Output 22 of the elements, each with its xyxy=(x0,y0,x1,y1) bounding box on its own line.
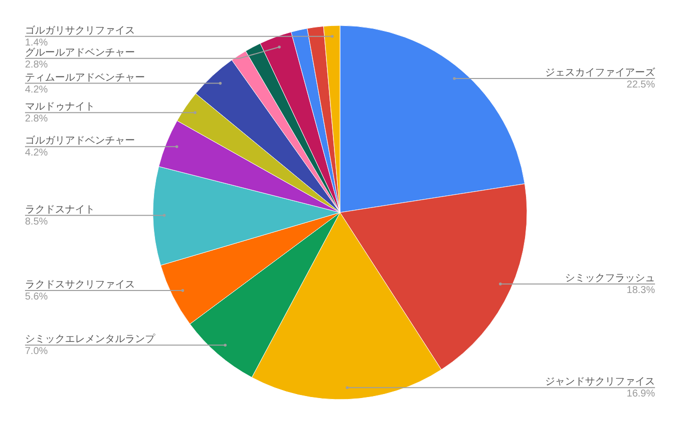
slice-label: ゴルガリサクリファイス xyxy=(25,24,135,36)
slice-label: マルドゥナイト xyxy=(25,102,95,113)
data-label: 1.4% xyxy=(25,37,48,48)
slice-label: ラクドスサクリファイス xyxy=(25,279,135,290)
data-label: 4.2% xyxy=(25,84,48,96)
data-label: 2.8% xyxy=(25,59,48,70)
slice-label: シミックフラッシュ xyxy=(565,272,655,284)
slice-label: ゴルガリアドベンチャー xyxy=(25,134,135,147)
data-label: 4.2% xyxy=(25,148,48,159)
data-label: 8.5% xyxy=(25,216,48,228)
slice-label: グルールアドベンチャー xyxy=(25,47,135,58)
slice-label: ラクドスナイト xyxy=(25,204,95,216)
data-label: 16.9% xyxy=(626,388,656,400)
slice-label: ティムールアドベンチャー xyxy=(25,72,145,84)
slice-label: ジャンドサクリファイス xyxy=(545,376,655,388)
slice-label: シミックエレメンタルランプ xyxy=(25,333,156,346)
data-label: 5.6% xyxy=(25,291,48,302)
data-label: 7.0% xyxy=(25,346,48,358)
data-label: 22.5% xyxy=(626,80,656,90)
slice-label: ジェスカイファイアーズ xyxy=(545,66,656,78)
data-label: 18.3% xyxy=(626,284,656,296)
data-label: 2.8% xyxy=(25,114,48,125)
